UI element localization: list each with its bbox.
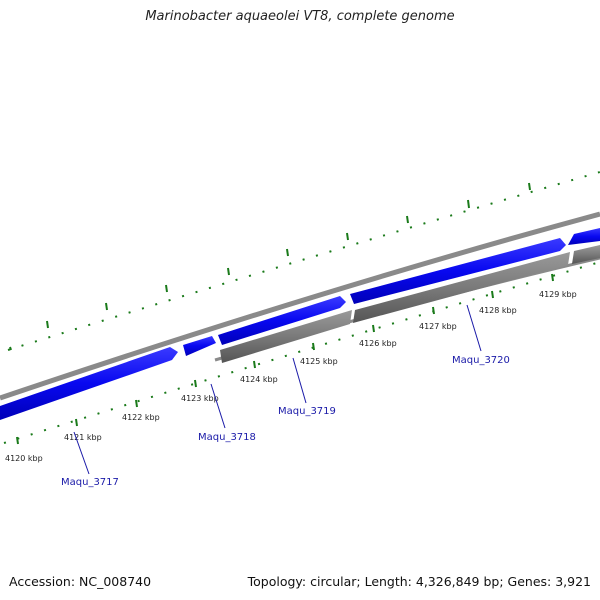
gene-label-maqu-3720[interactable]: Maqu_3720 [452,355,510,366]
gene-maqu-3719[interactable] [218,296,346,345]
kbp-label-4127: 4127 kbp [419,322,457,331]
tick-mark [432,306,435,315]
reverse-genes [220,245,600,363]
kbp-label-4129: 4129 kbp [539,290,577,299]
gene-rev-2[interactable] [353,252,570,323]
tick-mark [135,399,138,408]
leader-maqu-3717 [73,431,90,475]
gene-next[interactable] [568,228,600,245]
gene-label-maqu-3717[interactable]: Maqu_3717 [61,477,119,488]
tick-mark [467,199,470,209]
tick-mark [165,284,168,293]
leader-maqu-3718 [210,383,226,429]
gene-labels: Maqu_3717 Maqu_3718 Maqu_3719 Maqu_3720 [61,355,510,488]
tick-mark [528,182,531,191]
gene-maqu-3718[interactable] [183,336,216,356]
kbp-label-4121: 4121 kbp [64,433,102,442]
kbp-label-4122: 4122 kbp [122,413,160,422]
leader-maqu-3719 [292,357,307,404]
kbp-label-4128: 4128 kbp [479,306,517,315]
tick-mark [9,346,12,351]
tick-mark [16,436,19,445]
gene-rev-3[interactable] [572,245,600,264]
gene-maqu-3717[interactable] [0,347,178,420]
outer-tick-track [7,171,600,351]
tick-mark [227,267,230,276]
tick-mark [491,290,494,299]
tick-mark [253,360,256,369]
kbp-label-4123: 4123 kbp [181,394,219,403]
kbp-label-4124: 4124 kbp [240,375,278,384]
tick-mark [105,302,108,311]
tick-mark [551,273,554,282]
tick-mark [406,215,409,224]
outer-major-ticks [9,182,531,351]
tick-mark [194,379,197,388]
tick-mark [312,342,315,351]
accession-label: Accession: NC_008740 [9,574,152,589]
tick-mark [75,418,78,427]
forward-backbone [0,211,600,401]
kbp-label-4125: 4125 kbp [300,357,338,366]
gene-label-maqu-3719[interactable]: Maqu_3719 [278,406,336,417]
kbp-label-4120: 4120 kbp [5,454,43,463]
leader-maqu-3720 [466,304,482,352]
forward-genes [0,228,600,420]
inner-major-ticks [16,273,554,445]
gene-label-leaders [73,304,482,475]
gene-rev-1[interactable] [220,310,352,363]
gene-maqu-3720[interactable] [350,238,566,304]
tick-mark [46,320,49,329]
page-title: Marinobacter aquaeolei VT8, complete gen… [145,9,455,24]
kbp-labels: 4120 kbp 4121 kbp 4122 kbp 4123 kbp 4124… [5,290,577,463]
gene-label-maqu-3718[interactable]: Maqu_3718 [198,432,256,443]
genome-summary: Topology: circular; Length: 4,326,849 bp… [247,574,591,589]
tick-mark [372,324,375,333]
tick-mark [346,232,349,241]
tick-mark [286,248,289,257]
kbp-label-4126: 4126 kbp [359,339,397,348]
